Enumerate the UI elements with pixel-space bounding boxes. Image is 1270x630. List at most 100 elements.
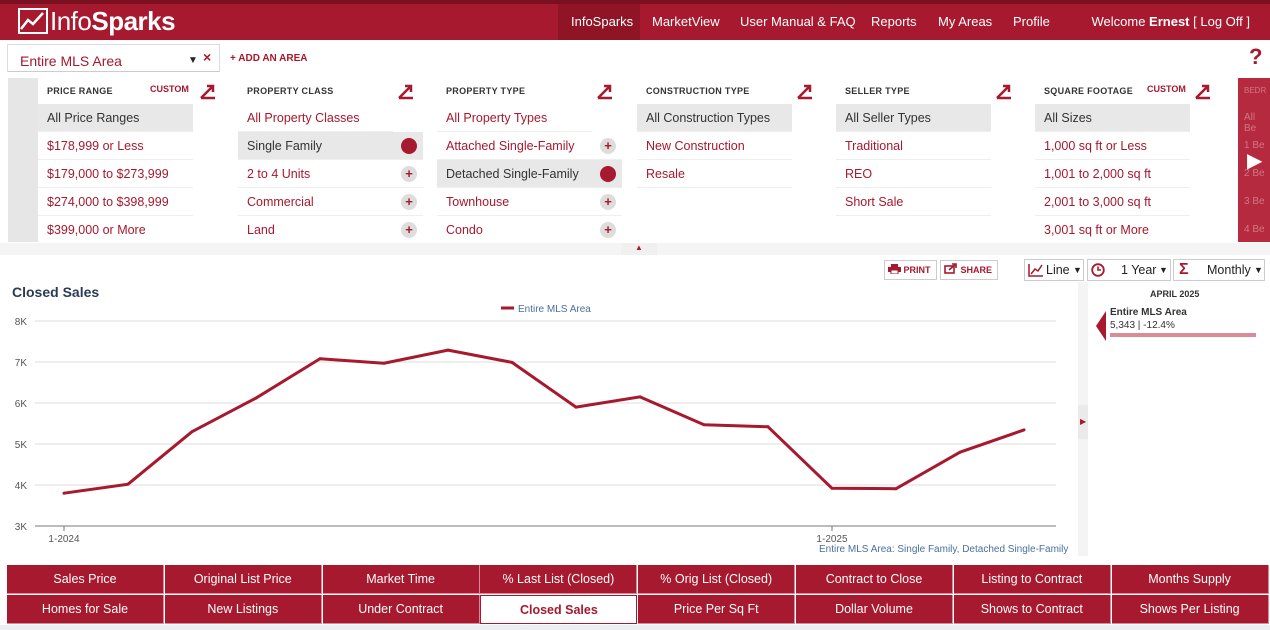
filter-price-range: PRICE RANGE CUSTOM All Price Ranges $178…	[38, 78, 223, 244]
custom-price-button[interactable]: CUSTOM	[150, 84, 189, 94]
print-button[interactable]: PRINT	[884, 260, 937, 280]
filter-option[interactable]: REO	[836, 160, 991, 188]
filter-option[interactable]: Resale	[637, 160, 792, 188]
drill-down-icon[interactable]	[795, 81, 815, 101]
nav-user-manual[interactable]: User Manual & FAQ	[740, 14, 856, 29]
chevron-up-icon: ▲	[635, 243, 643, 252]
period-select[interactable]: 1 Year ▼	[1087, 259, 1171, 281]
data-point	[766, 425, 770, 429]
filter-option[interactable]: $274,000 to $398,999	[38, 188, 193, 216]
add-area-button[interactable]: + ADD AN AREA	[230, 53, 308, 64]
nav-reports[interactable]: Reports	[871, 14, 917, 29]
next-filters-button[interactable]: ▶	[1238, 78, 1270, 242]
selected-dot-icon[interactable]: ●	[600, 166, 616, 182]
metric-tab[interactable]: Months Supply	[1111, 565, 1269, 594]
metric-tab[interactable]: % Orig List (Closed)	[638, 565, 796, 594]
metric-tab[interactable]: Shows to Contract	[953, 595, 1111, 624]
filter-option[interactable]: All Property Classes	[238, 104, 393, 132]
filter-option[interactable]: 3,001 sq ft or More	[1035, 216, 1190, 244]
filter-option[interactable]: All Sizes	[1035, 104, 1190, 132]
welcome-message: Welcome Ernest [ Log Off ]	[1091, 14, 1250, 29]
add-plus-icon[interactable]: +	[401, 222, 417, 238]
x-tick-label: 1-2024	[48, 534, 80, 545]
closed-sales-chart[interactable]: 3K 4K 5K 6K 7K 8K 1-2024 1-2025 Entire MLS Area	[0, 296, 1078, 556]
share-button[interactable]: SHARE	[940, 260, 999, 280]
chart-type-select[interactable]: Line ▼	[1024, 259, 1084, 281]
area-dropdown[interactable]: Entire MLS Area ▼	[7, 44, 220, 72]
filter-option[interactable]: Townhouse +	[437, 188, 622, 216]
metric-tab[interactable]: Shows Per Listing	[1111, 595, 1269, 624]
nav-infosparks[interactable]: InfoSparks	[571, 14, 634, 29]
drill-down-icon[interactable]	[994, 81, 1014, 101]
clear-area-icon[interactable]: ×	[203, 49, 212, 65]
y-tick-label: 4K	[15, 481, 28, 492]
infosparks-logo[interactable]: InfoSparks	[18, 6, 176, 36]
selected-dot-icon[interactable]: ●	[401, 138, 417, 154]
caret-down-icon: ▼	[188, 55, 198, 66]
metric-tab[interactable]: Original List Price	[164, 565, 322, 594]
filter-option[interactable]: All Property Types	[437, 104, 592, 132]
filter-option[interactable]: $178,999 or Less	[38, 132, 193, 160]
add-plus-icon[interactable]: +	[600, 194, 616, 210]
footer-strip	[0, 625, 1270, 630]
aggregation-select[interactable]: Σ Monthly ▼	[1173, 259, 1265, 281]
filter-option[interactable]: All Seller Types	[836, 104, 991, 132]
share-icon	[944, 263, 957, 274]
filter-panel: PRICE RANGE CUSTOM All Price Ranges $178…	[8, 78, 1270, 244]
drill-down-icon[interactable]	[396, 81, 416, 101]
add-plus-icon[interactable]: +	[401, 166, 417, 182]
metric-tab[interactable]: % Last List (Closed)	[480, 565, 638, 594]
filter-header: CONSTRUCTION TYPE	[637, 78, 822, 104]
filter-option[interactable]: $179,000 to $273,999	[38, 160, 193, 188]
metric-tab[interactable]: Listing to Contract	[953, 565, 1111, 594]
drill-down-icon[interactable]	[595, 81, 615, 101]
metric-tab[interactable]: Market Time	[322, 565, 480, 594]
nav-my-areas[interactable]: My Areas	[938, 14, 993, 29]
metric-tab[interactable]: Homes for Sale	[7, 595, 164, 624]
metric-tab[interactable]: Closed Sales	[480, 595, 638, 624]
metric-tab[interactable]: Contract to Close	[796, 565, 953, 594]
drill-down-icon[interactable]	[198, 81, 218, 101]
drill-down-icon[interactable]	[1193, 81, 1213, 101]
metric-tab[interactable]: Price Per Sq Ft	[638, 595, 796, 624]
add-plus-icon[interactable]: +	[401, 194, 417, 210]
metric-tab[interactable]: Under Contract	[322, 595, 480, 624]
collapse-filters-handle[interactable]: ▲	[621, 243, 657, 255]
chart-subcaption: Entire MLS Area: Single Family, Detached…	[819, 544, 1069, 555]
filter-option[interactable]: Condo +	[437, 216, 622, 244]
logoff-link[interactable]: [ Log Off ]	[1193, 14, 1250, 29]
filter-option[interactable]: $399,000 or More	[38, 216, 193, 244]
nav-marketview[interactable]: MarketView	[652, 14, 720, 29]
side-panel-toggle[interactable]: ▶	[1078, 405, 1088, 439]
filter-option[interactable]: 2 to 4 Units +	[238, 160, 423, 188]
filter-option[interactable]: Single Family ●	[238, 132, 423, 160]
metric-tab[interactable]: Sales Price	[7, 565, 164, 594]
add-plus-icon[interactable]: +	[600, 222, 616, 238]
filter-title: PROPERTY TYPE	[446, 86, 526, 96]
chevron-right-icon: ▶	[1247, 150, 1263, 172]
add-plus-icon[interactable]: +	[600, 138, 616, 154]
metric-tab[interactable]: Dollar Volume	[796, 595, 953, 624]
filter-header: SQUARE FOOTAGE CUSTOM	[1035, 78, 1220, 104]
filter-option[interactable]: New Construction	[637, 132, 792, 160]
filter-option[interactable]: Attached Single-Family +	[437, 132, 622, 160]
filter-option[interactable]: Commercial +	[238, 188, 423, 216]
help-icon[interactable]: ?	[1249, 44, 1263, 69]
filter-option[interactable]: 1,001 to 2,000 sq ft	[1035, 160, 1190, 188]
custom-sqft-button[interactable]: CUSTOM	[1147, 84, 1186, 94]
filter-option[interactable]: Detached Single-Family ●	[437, 160, 622, 188]
nav-profile[interactable]: Profile	[1013, 14, 1050, 29]
data-point	[126, 482, 130, 486]
filter-option[interactable]: All Price Ranges	[38, 104, 193, 132]
filter-option[interactable]: Short Sale	[836, 188, 991, 216]
data-point	[62, 491, 66, 495]
data-point	[574, 405, 578, 409]
filter-option[interactable]: Land +	[238, 216, 423, 244]
area-dropdown-value: Entire MLS Area	[20, 53, 122, 69]
filter-square-footage: SQUARE FOOTAGE CUSTOM All Sizes 1,000 sq…	[1035, 78, 1220, 244]
filter-option[interactable]: All Construction Types	[637, 104, 792, 132]
filter-option[interactable]: Traditional	[836, 132, 991, 160]
metric-tab[interactable]: New Listings	[164, 595, 322, 624]
filter-option[interactable]: 2,001 to 3,000 sq ft	[1035, 188, 1190, 216]
filter-option[interactable]: 1,000 sq ft or Less	[1035, 132, 1190, 160]
